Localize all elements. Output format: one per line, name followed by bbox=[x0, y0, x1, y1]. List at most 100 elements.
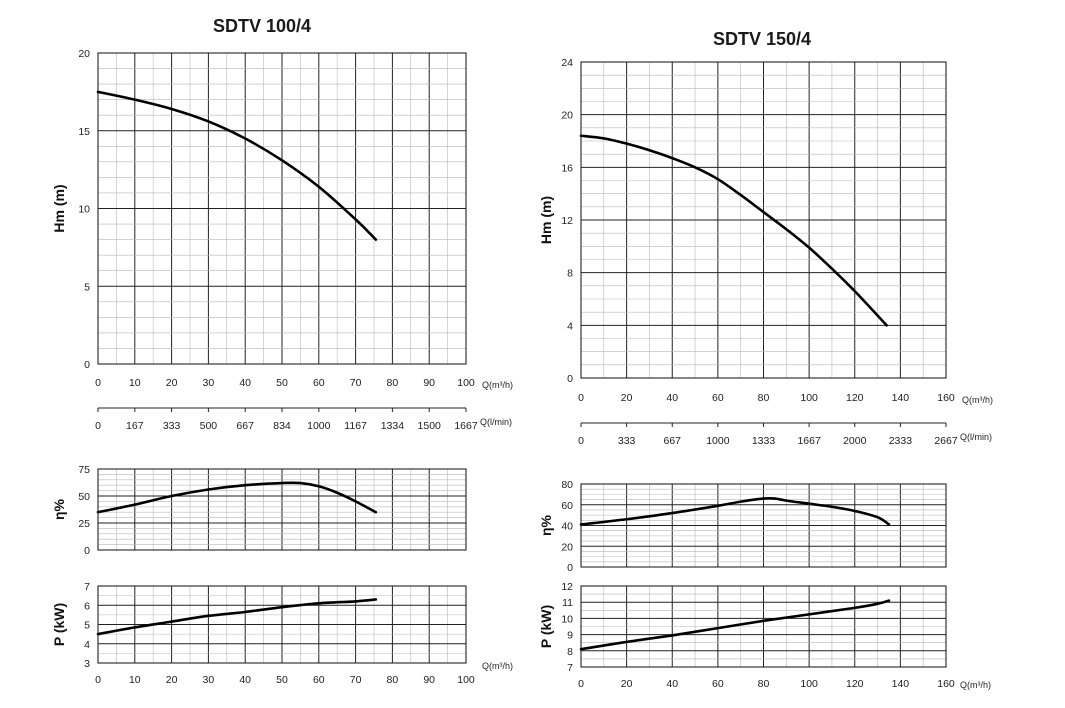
y-tick-label: 50 bbox=[78, 491, 90, 503]
lmin-tick-label: 1000 bbox=[307, 420, 331, 432]
y-tick-label: 0 bbox=[84, 545, 90, 557]
y-axis-label: η% bbox=[538, 514, 554, 536]
y-tick-label: 5 bbox=[84, 620, 90, 632]
plot-frame bbox=[580, 585, 947, 668]
x-tick-label: 100 bbox=[457, 377, 475, 389]
lmin-tick-label: 500 bbox=[200, 420, 218, 432]
y-tick-label: 15 bbox=[78, 126, 90, 138]
power-curve bbox=[96, 598, 378, 636]
head-curve bbox=[96, 90, 378, 241]
y-tick-label: 60 bbox=[561, 500, 573, 512]
x-tick-label: 0 bbox=[578, 392, 584, 404]
y-tick-label: 4 bbox=[84, 639, 90, 651]
x-tick-label-bottom: 100 bbox=[457, 674, 475, 686]
x-tick-label: 20 bbox=[166, 377, 178, 389]
x-tick-label-bottom: 40 bbox=[666, 678, 678, 690]
panel-head: 0 5 10 15 20 Hm (m) bbox=[51, 48, 467, 371]
lmin-tick-label: 1667 bbox=[797, 435, 821, 447]
y-tick-label: 20 bbox=[78, 48, 90, 60]
y-tick-label: 40 bbox=[561, 521, 573, 533]
x-tick-label-bottom: 100 bbox=[800, 678, 818, 690]
x-tick-label-bottom: 10 bbox=[129, 674, 141, 686]
lmin-tick-label: 1333 bbox=[752, 435, 776, 447]
lmin-tick-label: 2333 bbox=[889, 435, 913, 447]
x-tick-label-bottom: 40 bbox=[239, 674, 251, 686]
x-tick-label: 10 bbox=[129, 377, 141, 389]
plot-frame bbox=[580, 61, 947, 379]
x-tick-label: 50 bbox=[276, 377, 288, 389]
efficiency-curve bbox=[96, 481, 378, 514]
lmin-tick-label: 667 bbox=[663, 435, 681, 447]
x-tick-label-bottom: 50 bbox=[276, 674, 288, 686]
x-tick-label: 60 bbox=[313, 377, 325, 389]
y-tick-label: 7 bbox=[567, 662, 573, 674]
plot-frame bbox=[97, 52, 467, 365]
lmin-axis-unit: Q(l/min) bbox=[960, 432, 992, 442]
x-tick-label-bottom: 120 bbox=[846, 678, 864, 690]
x-tick-label-bottom: 60 bbox=[712, 678, 724, 690]
y-tick-label: 11 bbox=[562, 597, 573, 609]
lmin-tick-label: 0 bbox=[95, 420, 101, 432]
x-tick-label-bottom: 0 bbox=[95, 674, 101, 686]
lmin-tick-label: 333 bbox=[163, 420, 181, 432]
x-tick-label-bottom: 20 bbox=[166, 674, 178, 686]
y-tick-label: 4 bbox=[567, 320, 573, 332]
x-tick-label-bottom: 90 bbox=[423, 674, 435, 686]
y-tick-label: 0 bbox=[567, 562, 573, 574]
y-tick-label: 8 bbox=[567, 646, 573, 658]
x-tick-label-bottom: 0 bbox=[578, 678, 584, 690]
lmin-tick-label: 834 bbox=[273, 420, 291, 432]
x-tick-label-bottom: 140 bbox=[892, 678, 910, 690]
y-axis-label: Hm (m) bbox=[538, 196, 554, 244]
y-tick-label: 20 bbox=[561, 541, 573, 553]
x-tick-label: 30 bbox=[203, 377, 215, 389]
y-axis-label: P (kW) bbox=[538, 605, 554, 648]
x-tick-label-bottom: 60 bbox=[313, 674, 325, 686]
x-tick-label-bottom: 30 bbox=[203, 674, 215, 686]
plot-frame bbox=[97, 585, 467, 664]
x-tick-label-bottom: 80 bbox=[387, 674, 399, 686]
lmin-tick-label: 667 bbox=[236, 420, 254, 432]
y-axis-label: η% bbox=[51, 498, 67, 520]
y-tick-label: 3 bbox=[84, 658, 90, 670]
x-tick-label-bottom: 20 bbox=[621, 678, 633, 690]
panel-efficiency: 0 20 40 60 80 η% bbox=[538, 479, 947, 574]
x-axis-unit: Q(m³/h) bbox=[962, 395, 993, 405]
y-axis-label: P (kW) bbox=[51, 603, 67, 646]
y-tick-label: 25 bbox=[78, 518, 90, 530]
x-tick-label-bottom: 160 bbox=[937, 678, 955, 690]
x-axis-unit-bottom: Q(m³/h) bbox=[960, 680, 991, 690]
x-tick-label: 20 bbox=[621, 392, 633, 404]
x-tick-label: 100 bbox=[800, 392, 818, 404]
x-tick-label: 40 bbox=[666, 392, 678, 404]
panel-power: 3 4 5 6 7 P (kW) bbox=[51, 581, 467, 670]
efficiency-curve bbox=[579, 496, 891, 526]
y-tick-label: 6 bbox=[84, 600, 90, 612]
y-tick-label: 8 bbox=[567, 268, 573, 280]
x-tick-label: 160 bbox=[937, 392, 955, 404]
head-curve bbox=[579, 134, 888, 327]
y-tick-label: 12 bbox=[561, 215, 573, 227]
plot-frame bbox=[97, 468, 467, 551]
lmin-tick-label: 1500 bbox=[418, 420, 442, 432]
y-tick-label: 7 bbox=[84, 581, 90, 593]
y-tick-label: 20 bbox=[561, 110, 573, 122]
x-tick-label-bottom: 80 bbox=[758, 678, 770, 690]
lmin-tick-label: 2000 bbox=[843, 435, 867, 447]
x-tick-label: 60 bbox=[712, 392, 724, 404]
lmin-tick-label: 1167 bbox=[344, 420, 367, 432]
y-tick-label: 9 bbox=[567, 630, 573, 642]
panel-power: 7 8 9 10 11 12 P (kW) bbox=[538, 581, 947, 674]
x-axis-unit: Q(m³/h) bbox=[482, 380, 513, 390]
x-tick-label-bottom: 70 bbox=[350, 674, 362, 686]
x-tick-label: 120 bbox=[846, 392, 864, 404]
y-tick-label: 16 bbox=[561, 162, 573, 174]
lmin-tick-label: 333 bbox=[618, 435, 636, 447]
lmin-tick-label: 1334 bbox=[381, 420, 405, 432]
lmin-axis-unit: Q(l/min) bbox=[480, 417, 512, 427]
x-tick-label: 80 bbox=[387, 377, 399, 389]
y-axis-label: Hm (m) bbox=[51, 184, 67, 232]
x-tick-label: 70 bbox=[350, 377, 362, 389]
